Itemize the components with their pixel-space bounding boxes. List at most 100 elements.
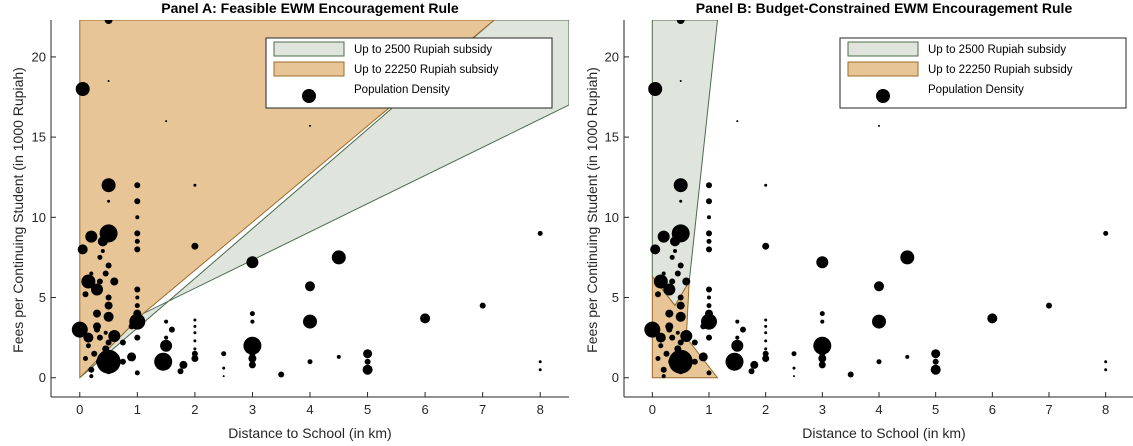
panel-b-data-point [706,286,712,293]
panel-b-y-tick-label: 5 [612,290,619,305]
panel-a-data-point [177,368,184,375]
panel-b-data-point [764,183,768,187]
panel-b-data-point [872,314,886,329]
panel-b-data-point [698,352,708,362]
panel-b-data-point [674,270,681,277]
panel-b-data-point [1046,302,1052,309]
panel-a-data-point [134,198,141,205]
panel-a-data-point [191,355,199,362]
panel-b-data-point [750,360,759,369]
panel-b-data-point [792,366,796,370]
panel-b-data-point [675,330,680,335]
panel-a-data-point [336,354,341,359]
panel-a-data-point [193,324,197,328]
panel-a-region-22250-subsidy [79,20,495,379]
panel-b-data-point [1104,368,1108,372]
panel-b-data-point [670,236,680,247]
panel-b-data-point [655,291,661,298]
panel-a-data-point [362,364,373,375]
panel-b-data-point [706,238,712,244]
panel-a-data-point [278,371,285,378]
panel-b-x-tick-label: 5 [932,402,939,417]
panel-a-data-point [222,366,226,370]
panel-a-data-point [89,374,94,379]
panel-a-data-point [91,350,98,357]
panel-b-legend-label-22250: Up to 22250 Rupiah subsidy [928,64,1073,76]
panel-a-data-point [83,332,94,343]
panel-a-data-point [193,339,197,343]
panel-a-data-point [193,183,197,187]
panel-b-data-point [819,311,825,317]
panel-a-data-point [221,351,227,357]
panel-b-data-point [675,311,686,322]
panel-a-data-point [88,366,95,373]
panel-a-legend-label-density: Population Density [354,84,450,96]
panel-b-data-point [658,343,664,349]
panel-a-data-point [85,230,98,243]
panel-b-y-tick-label: 0 [612,370,619,385]
panel-b-data-point [661,374,666,379]
panel-a-data-point [165,120,168,123]
panel-b-data-point [762,242,770,250]
panel-b-axes: 0 1 2 3 4 5 6 7 8 0 5 10 15 20 [605,20,1133,417]
panel-b-x-tick-label: 1 [705,402,712,417]
panel-a-y-tick-label: 0 [39,370,46,385]
panel-b-data-point [878,124,880,127]
panel-a-axes: 0 1 2 3 4 5 6 7 8 0 5 10 15 20 [32,20,569,417]
panel-b-data-point [764,339,768,343]
panel-a-data-point [307,359,313,365]
panel-a-data-point [160,339,173,352]
panel-a-data-point [305,281,315,292]
panel-a-data-point [91,283,103,296]
panel-a-data-point [168,326,175,333]
panel-a-data-point [164,319,169,324]
panel-b-x-tick-label: 7 [1045,402,1052,417]
panel-a-data-point [135,295,140,300]
panel-a-title: Panel A: Feasible EWM Encouragement Rule [161,0,459,16]
panel-a-data-point [154,352,173,371]
panel-b-data-point [677,339,684,346]
panel-a-legend-swatch-22250 [273,61,345,77]
panel-b-data-point [669,254,675,260]
panel-b-data-point [932,358,939,365]
panel-a-data-point [134,334,141,341]
panel-a-x-tick-label: 3 [249,402,256,417]
panel-b-data-point [677,294,684,301]
panel-a-data-point [246,256,259,269]
panel-a-data-point [134,370,140,376]
panel-a-data-point [103,330,108,335]
panel-b-data-point [650,244,661,255]
panel-a-data-point [85,343,91,349]
panel-a-data-point [134,286,141,293]
panel-b-data-point [1103,230,1109,236]
panel-a-data-point [309,124,311,127]
panel-b-data-point [669,334,676,341]
panel-b-x-tick-label: 3 [819,402,826,417]
panel-a-data-point [179,360,188,369]
panel-b-data-point [764,347,768,351]
panel-a-data-point [538,360,542,364]
panel-b-data-point [706,334,712,341]
panel-a-data-point [96,349,121,374]
panel-a-data-point [103,311,114,322]
panel-a-data-point [96,334,103,341]
panel-a-data-point [105,339,112,346]
panel-a-data-point [104,301,113,310]
panel-a-x-tick-label: 1 [134,402,141,417]
panel-a-y-tick-label: 15 [32,130,46,145]
panel-b-data-point [648,82,663,96]
panel-b-data-point [731,339,744,352]
panel-b-points [644,20,1109,379]
panel-b-data-point [665,309,674,318]
panel-b-data-point [682,277,691,286]
panel-b-data-point [677,368,684,375]
panel-a-data-point [537,230,543,236]
panel-a-data-point [81,274,96,289]
panel-a-data-point [134,303,140,309]
panel-a-legend: Up to 2500 Rupiah subsidy Up to 22250 Rup… [265,37,553,109]
panel-a-data-point [108,330,121,342]
panel-a-data-point [243,336,262,355]
panel-b-data-point [900,250,915,265]
panel-a-data-point [134,238,140,244]
